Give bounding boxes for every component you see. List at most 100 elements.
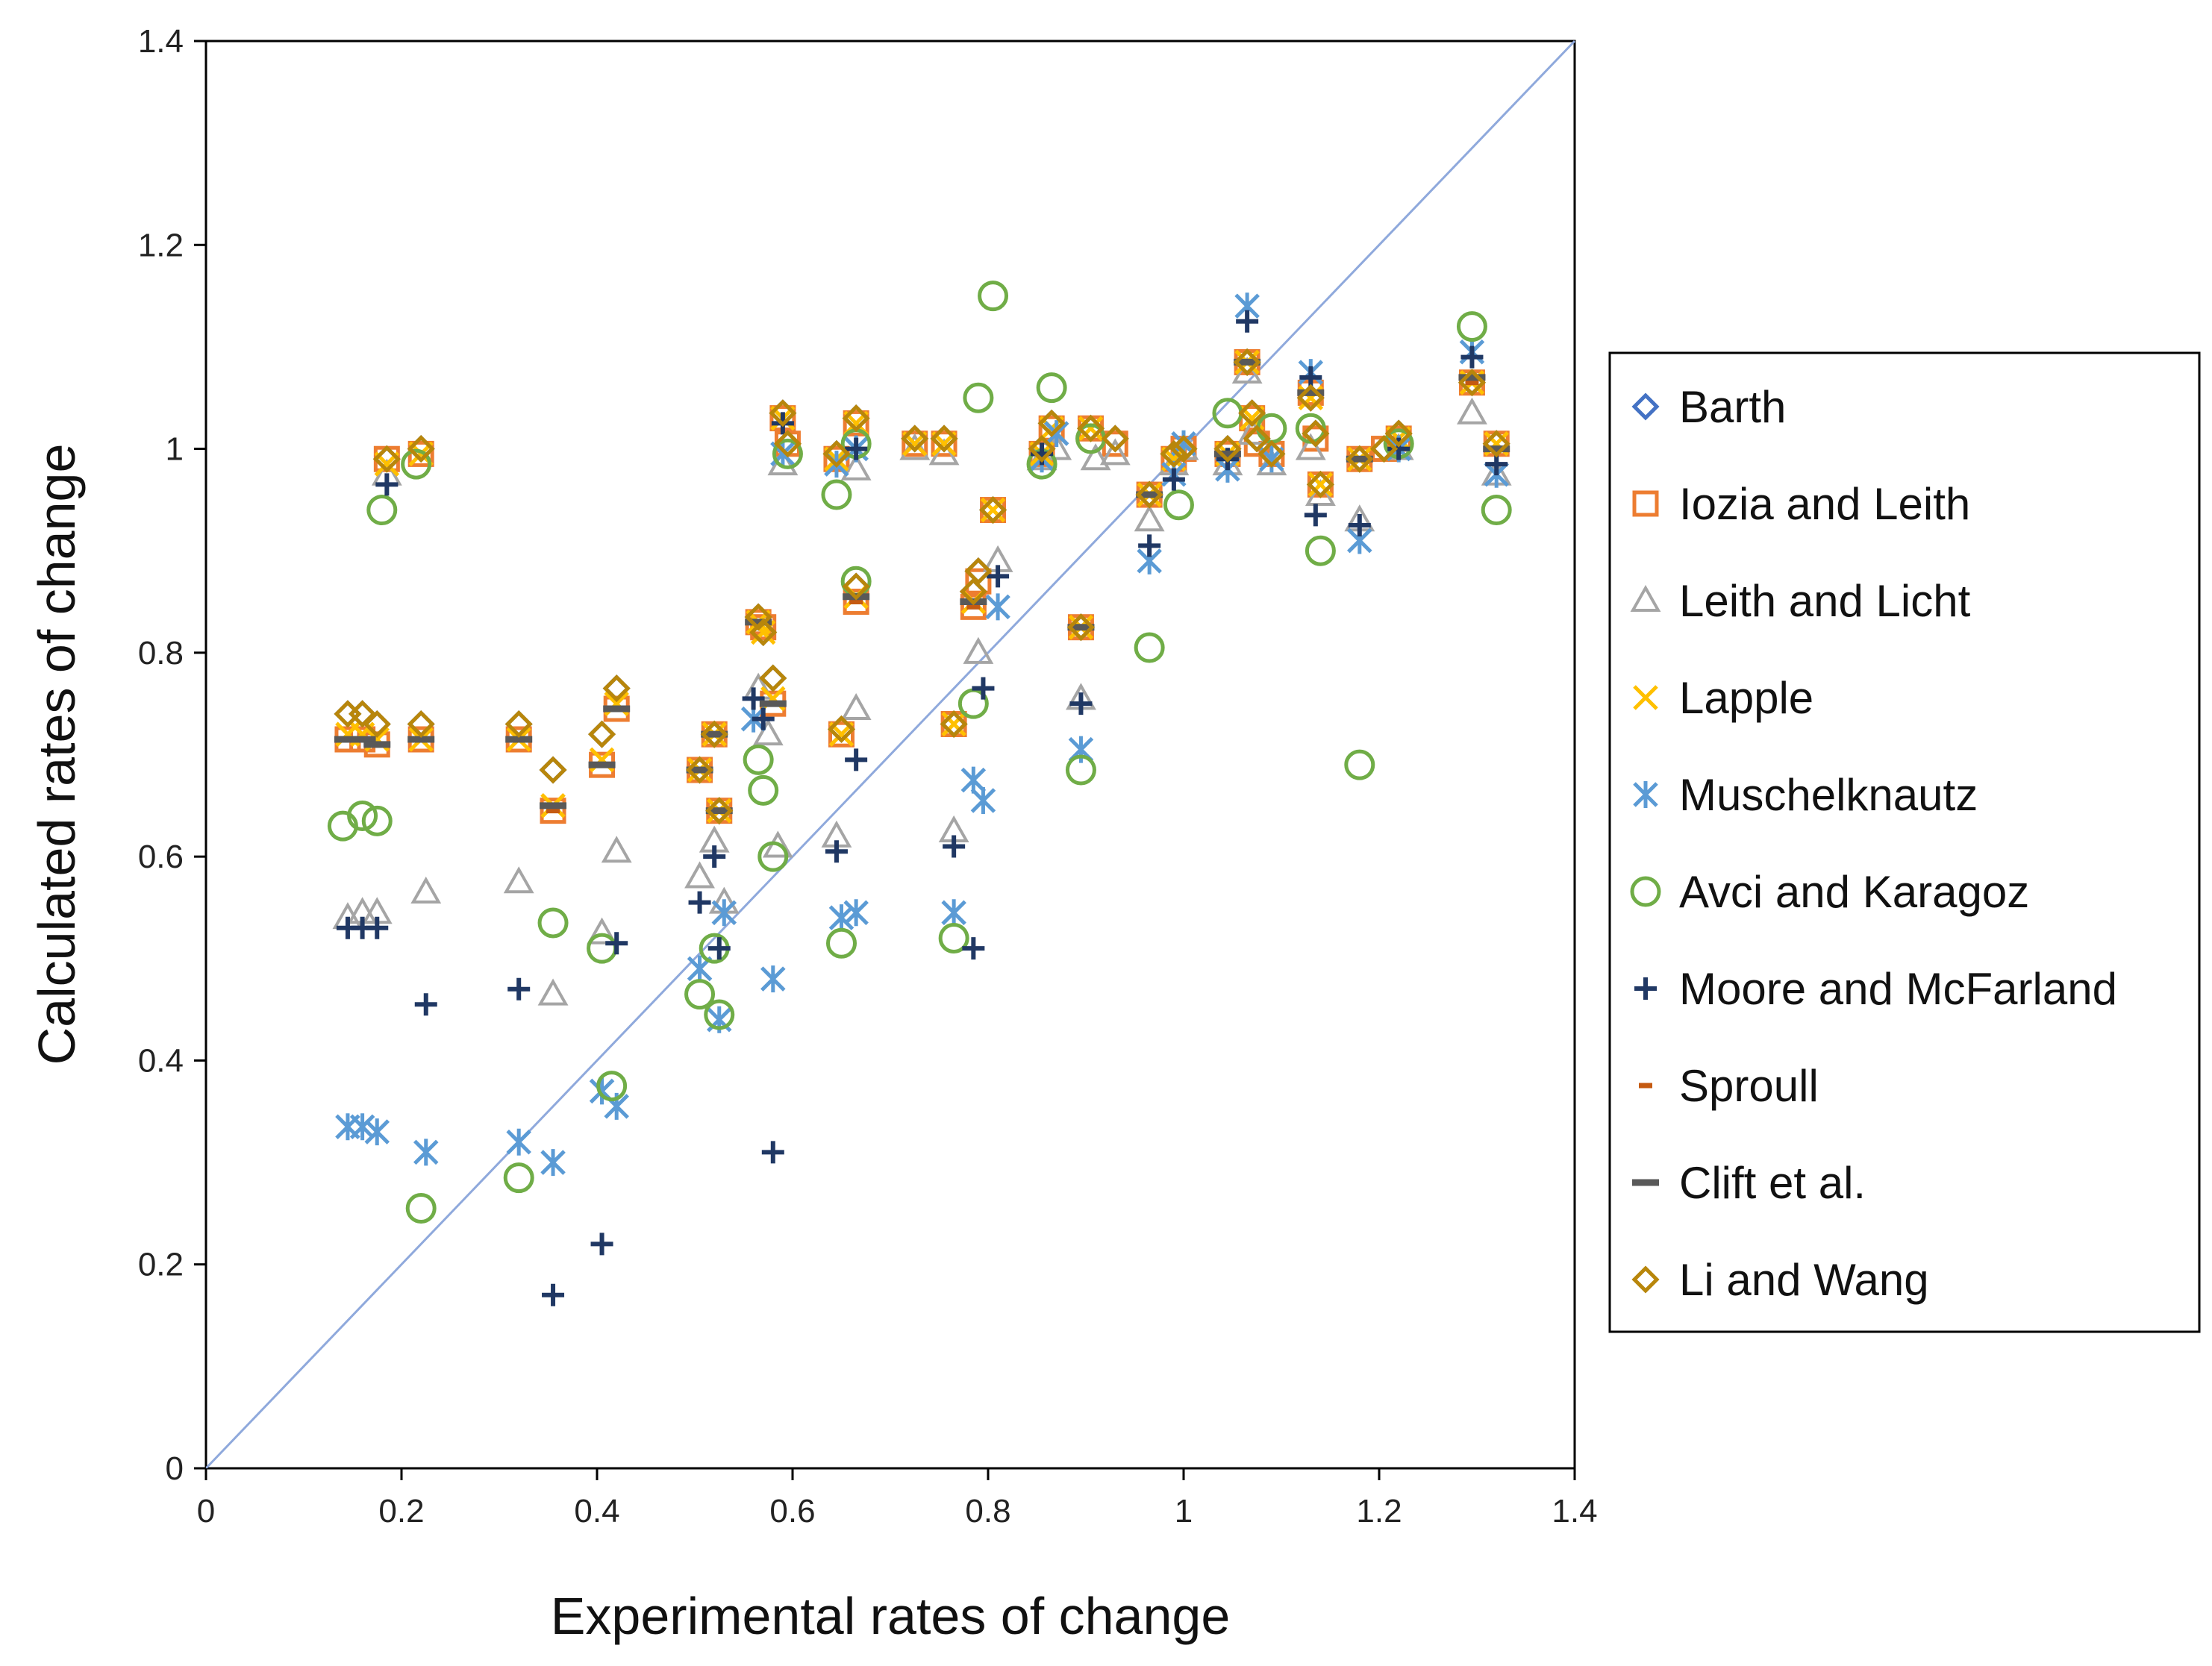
- data-point: [1302, 419, 1330, 448]
- x-tick-label: 1: [1175, 1493, 1193, 1529]
- data-point: [901, 425, 929, 453]
- data-point: [1296, 383, 1325, 412]
- data-point: [1134, 504, 1165, 532]
- data-point: [684, 861, 715, 889]
- legend-label: Iozia and Leith: [1679, 479, 1970, 529]
- data-point: [963, 636, 994, 664]
- data-point: [587, 917, 617, 945]
- legend-label: Muschelknautz: [1679, 770, 1978, 820]
- data-point: [843, 899, 869, 927]
- data-point: [1236, 310, 1259, 333]
- data-point: [1304, 504, 1327, 527]
- data-point: [1306, 470, 1334, 498]
- data-point: [1043, 420, 1069, 448]
- x-tick-label: 0.4: [574, 1493, 619, 1529]
- data-point: [540, 1149, 566, 1177]
- series-9: [334, 348, 1510, 825]
- data-point: [590, 1233, 613, 1256]
- data-point: [773, 430, 802, 458]
- data-point: [1160, 439, 1188, 468]
- data-point: [1138, 534, 1161, 557]
- data-point: [1077, 414, 1105, 442]
- data-point: [842, 404, 870, 433]
- data-point: [1460, 345, 1484, 369]
- data-point: [931, 430, 957, 457]
- data-point: [405, 1193, 437, 1224]
- data-point: [1037, 409, 1066, 437]
- data-point: [1370, 435, 1399, 463]
- data-point: [1069, 692, 1093, 715]
- data-point: [845, 748, 868, 771]
- data-point: [749, 618, 778, 647]
- data-point: [601, 836, 632, 863]
- data-point: [711, 899, 737, 927]
- data-point: [761, 1141, 784, 1164]
- data-point: [743, 744, 774, 775]
- data-point: [930, 425, 958, 453]
- legend-entry: Clift et al.: [1632, 1158, 1866, 1208]
- data-point: [1257, 439, 1286, 468]
- data-point: [1065, 754, 1096, 786]
- data-point: [347, 800, 378, 831]
- legend-marker: [1631, 1265, 1660, 1294]
- data-point: [372, 445, 401, 473]
- x-tick-label: 1.4: [1552, 1493, 1597, 1529]
- y-tick-label: 1.4: [138, 23, 184, 60]
- data-point: [1135, 480, 1163, 509]
- data-point: [503, 1162, 534, 1194]
- data-point: [588, 720, 616, 748]
- data-point: [772, 438, 803, 469]
- data-point: [970, 786, 996, 814]
- data-point: [602, 674, 631, 703]
- data-point: [1295, 433, 1326, 460]
- data-point: [1028, 435, 1056, 463]
- data-point: [757, 841, 789, 872]
- data-point: [375, 473, 399, 496]
- data-point: [1458, 369, 1486, 397]
- legend-marker: [1633, 685, 1658, 710]
- x-tick-label: 0.8: [965, 1493, 1010, 1529]
- x-tick-label: 0.6: [769, 1493, 815, 1529]
- y-tick-label: 0.2: [138, 1247, 184, 1283]
- data-point: [1099, 438, 1131, 466]
- data-point: [1162, 468, 1185, 491]
- data-point: [748, 774, 779, 806]
- data-point: [1134, 632, 1165, 663]
- data-point: [364, 1118, 390, 1146]
- data-point: [539, 756, 567, 784]
- data-point: [684, 979, 716, 1010]
- data-points-layer: [327, 281, 1512, 1306]
- data-point: [1238, 399, 1266, 428]
- data-point: [1213, 435, 1242, 463]
- reference-line-layer: [204, 40, 1576, 1470]
- data-point: [987, 565, 1010, 588]
- legend-entry: Leith and Licht: [1630, 576, 1971, 626]
- data-point: [843, 589, 869, 616]
- data-point: [959, 577, 987, 606]
- data-point: [1078, 416, 1104, 442]
- data-point: [822, 439, 851, 468]
- data-point: [828, 904, 855, 932]
- data-point: [537, 907, 569, 939]
- data-point: [1169, 435, 1198, 463]
- x-tick-label: 0: [197, 1493, 215, 1529]
- data-point: [704, 999, 735, 1030]
- legend-marker: [1630, 584, 1661, 612]
- data-point: [985, 593, 1010, 621]
- legend-entry: Barth: [1631, 382, 1786, 432]
- data-point: [537, 978, 569, 1006]
- legend-entry: Avci and Karagoz: [1630, 867, 2029, 917]
- data-point: [964, 557, 993, 586]
- data-point: [902, 430, 928, 457]
- data-point: [1101, 425, 1129, 453]
- data-point: [506, 1128, 531, 1156]
- legend-label: Avci and Karagoz: [1679, 867, 2029, 917]
- data-point: [1256, 448, 1287, 476]
- y-tick-label: 0.6: [138, 839, 184, 875]
- legend-items: Barth Iozia and Leith Leith and Licht Lappl…: [1630, 382, 2117, 1305]
- data-point: [752, 718, 784, 746]
- data-point: [742, 687, 765, 710]
- data-point: [1163, 489, 1194, 521]
- data-point: [705, 797, 734, 825]
- data-point: [1387, 437, 1410, 460]
